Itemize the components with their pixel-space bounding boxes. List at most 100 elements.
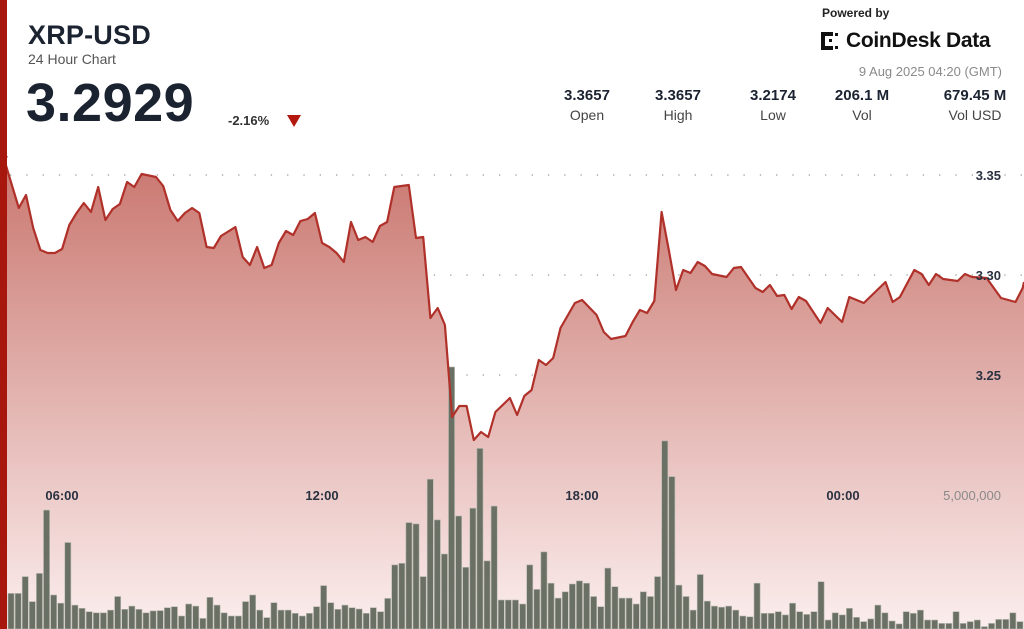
- volume-bar: [114, 596, 121, 629]
- volume-bar: [192, 605, 200, 629]
- volume-bar: [433, 519, 441, 629]
- volume-bar: [405, 522, 413, 629]
- y-tick-label: 3.35: [976, 168, 1001, 183]
- volume-bar: [334, 608, 342, 629]
- volume-bar: [14, 593, 22, 629]
- volume-bar: [1002, 619, 1010, 629]
- y-tick-label: 3.30: [976, 268, 1001, 283]
- volume-bar: [128, 605, 136, 629]
- volume-bar: [881, 612, 889, 629]
- volume-bar: [199, 618, 207, 629]
- volume-bar: [547, 582, 555, 629]
- volume-bar: [384, 598, 392, 629]
- volume-bar: [448, 366, 455, 629]
- volume-bar: [533, 589, 541, 629]
- volume-bar: [938, 623, 946, 629]
- volume-bar: [64, 542, 72, 629]
- stat-value: 3.3657: [564, 87, 610, 104]
- stat-value: 3.2174: [750, 87, 796, 104]
- volume-bar: [107, 609, 114, 629]
- x-tick-label: 18:00: [565, 488, 598, 503]
- stat-value: 206.1 M: [834, 87, 890, 104]
- volume-bar: [846, 607, 853, 629]
- pair-title: XRP-USD: [28, 20, 151, 50]
- volume-bar: [57, 602, 65, 629]
- volume-bar: [931, 619, 938, 629]
- volume-bar: [810, 611, 818, 629]
- volume-bar: [327, 602, 335, 629]
- volume-tick-label: 5,000,000: [943, 488, 1001, 503]
- volume-bar: [483, 560, 491, 629]
- volume-bar: [966, 621, 974, 629]
- volume-bar: [668, 476, 676, 629]
- volume-bar: [469, 507, 477, 629]
- volume-bar: [661, 440, 669, 629]
- volume-bar: [369, 607, 377, 629]
- stat-low: 3.2174 Low: [723, 87, 823, 123]
- volume-bar: [504, 599, 512, 629]
- volume-bar: [185, 603, 193, 629]
- volume-bar: [995, 619, 1002, 629]
- volume-bar: [576, 580, 583, 629]
- volume-bar: [320, 585, 328, 629]
- volume-bar: [909, 612, 917, 629]
- volume-bar: [952, 611, 960, 629]
- volume-bar: [156, 610, 164, 629]
- volume-bar: [85, 611, 93, 629]
- volume-bar: [391, 564, 399, 629]
- stat-open: 3.3657 Open: [537, 87, 637, 123]
- stat-label: Low: [760, 107, 786, 123]
- volume-bar: [853, 616, 860, 629]
- timestamp: 9 Aug 2025 04:20 (GMT): [858, 64, 1002, 79]
- volume-bar: [696, 574, 704, 629]
- volume-bar: [753, 582, 761, 629]
- volume-bar: [306, 612, 313, 629]
- volume-bar: [355, 608, 363, 629]
- volume-bar: [270, 602, 278, 629]
- volume-bar: [888, 620, 896, 629]
- current-price: 3.2929: [26, 73, 195, 133]
- volume-bar: [597, 606, 605, 629]
- volume-bar: [767, 612, 775, 629]
- volume-bar: [426, 478, 434, 629]
- volume-bar: [945, 623, 953, 629]
- volume-bar: [902, 611, 910, 629]
- volume-bar: [398, 562, 406, 629]
- volume-bar: [36, 573, 43, 629]
- volume-bar: [746, 616, 754, 629]
- volume-bar: [917, 609, 924, 629]
- chart-subtitle: 24 Hour Chart: [28, 51, 116, 67]
- logo-text: CoinDesk Data: [846, 29, 991, 52]
- volume-bar: [171, 606, 178, 629]
- down-triangle-icon: [287, 115, 301, 127]
- stat-label: Vol: [852, 107, 872, 123]
- volume-bar: [632, 603, 640, 629]
- volume-bar: [675, 584, 683, 629]
- volume-bar: [838, 614, 846, 629]
- x-tick-label: 06:00: [45, 488, 78, 503]
- volume-bar: [526, 564, 534, 629]
- volume-bar: [213, 604, 221, 629]
- volume-bar: [654, 576, 661, 629]
- volume-bar: [21, 576, 29, 629]
- volume-bar: [235, 615, 242, 629]
- volume-bar: [782, 614, 789, 629]
- volume-bar: [540, 551, 548, 629]
- volume-bar: [625, 597, 633, 629]
- volume-bar: [284, 609, 292, 629]
- volume-bar: [220, 612, 228, 629]
- volume-bar: [561, 591, 569, 629]
- volume-bar: [895, 623, 903, 629]
- volume-bar: [732, 609, 740, 629]
- volume-bar: [412, 523, 420, 629]
- stat-label: High: [663, 107, 693, 123]
- volume-bar: [611, 586, 619, 629]
- volume-bar: [711, 605, 718, 629]
- volume-bar: [228, 615, 235, 629]
- coindesk-data-logo: CoinDesk Data: [820, 28, 991, 54]
- volume-bar: [178, 615, 185, 629]
- volume-bar: [78, 607, 86, 629]
- volume-bar: [554, 597, 562, 629]
- volume-bar: [988, 623, 995, 629]
- volume-bar: [497, 599, 505, 629]
